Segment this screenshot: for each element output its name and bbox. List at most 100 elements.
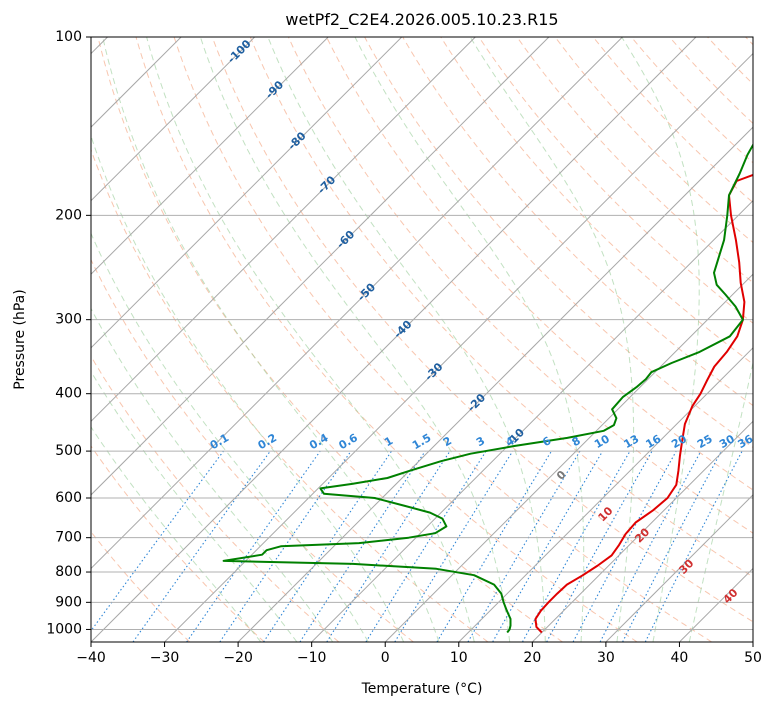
dry-adiabat [173,37,713,642]
mixing-ratio-line [436,450,552,642]
dry-adiabat [91,355,340,642]
isotherm [384,273,753,642]
isotherm [91,37,256,202]
x-tick-label: 0 [381,650,390,666]
dry-adiabat [707,37,753,85]
mixing-ratio-line [522,450,631,642]
chart-title: wetPf2_C2E4.2026.005.10.23.R15 [285,10,558,30]
dry-adiabat [135,37,638,642]
plot-frame [90,36,754,643]
moist-adiabat [102,37,440,642]
mixing-ratio-line [132,450,271,642]
mixing-ratio-label: 25 [695,432,715,451]
mixing-ratio-label: 1.5 [410,431,433,452]
guide-labels: -100-90-80-70-60-50-40-30-20-100.1 0.2 0.4… [208,37,756,606]
isotherm [531,420,753,642]
x-tick-label: −30 [150,650,180,666]
mixing-ratio-line [394,450,514,642]
theta-e-label: 20 [632,525,652,545]
y-tick-label: 800 [55,564,82,580]
x-tick-label: −40 [76,650,106,666]
dry-adiabat [91,445,265,642]
y-tick-label: 300 [55,312,82,328]
x-tick-label: 40 [671,650,689,666]
isotherm [752,641,753,642]
x-tick-label: −10 [297,650,327,666]
isotherm [91,37,403,349]
mixing-ratio-label: 0.1 [208,431,231,452]
dewpoint-profile-line [222,142,753,634]
y-tick-label: 1000 [46,621,82,637]
isotherm [164,52,753,642]
moist-adiabat [91,232,369,642]
y-tick-label: 100 [55,29,82,45]
moist-adiabat [354,37,585,642]
y-axis-label: Pressure (hPa) [12,289,28,389]
mixing-ratio-line [599,450,702,642]
mixing-ratio-label: 36 [736,432,756,451]
moist-adiabat [621,37,700,642]
y-tick-label: 400 [55,386,82,402]
x-tick-label: 30 [597,650,615,666]
mixing-ratio-label: 16 [644,432,664,451]
dry-adiabat [97,37,563,642]
isotherm [91,37,697,642]
mixing-ratio-label: 30 [717,432,737,451]
dry-adiabat [287,37,753,534]
isotherm [679,567,753,642]
mixing-ratio-line [546,450,653,642]
x-tick-label: 10 [450,650,468,666]
isotherm [311,199,753,642]
dry-adiabat [91,148,489,642]
moist-adiabat [469,37,635,642]
dry-adiabat [592,37,753,204]
zero-label: 0 [554,468,569,483]
y-tick-label: 900 [55,594,82,610]
mixing-ratio-line [219,450,352,642]
mixing-ratio-line [186,450,321,642]
y-axis-ticks: 100 200 300 400 500 600 700 800 900 1000 [46,29,91,637]
mixing-ratio-label: 10 [592,432,612,451]
mixing-ratio-label: 20 [669,432,689,451]
moist-adiabat [688,360,753,642]
moist-adiabat [91,134,405,642]
mixing-ratio-line [644,450,743,642]
mixing-ratio-label: 1 [382,434,395,449]
mixing-ratio-line [365,450,487,642]
mixing-ratio-label: 0.4 [307,431,331,452]
y-tick-label: 500 [55,443,82,459]
x-tick-label: 20 [523,650,541,666]
mixing-ratio-line [91,450,224,632]
dry-adiabat [326,37,753,491]
moist-adiabat [91,426,262,642]
mixing-ratio-label: 6 [540,434,553,449]
isotherm [91,37,623,570]
isotherm [458,347,753,642]
temperature-profile-line [534,173,753,634]
mixing-ratio-line [263,450,392,642]
isotherm [91,37,476,423]
x-tick-label: −20 [223,650,253,666]
mixing-ratio-label: 0.6 [337,431,361,452]
moist-adiabat [91,370,298,642]
mixing-ratio-label: 13 [622,432,642,451]
mixing-ratio-label: 3 [474,434,487,449]
isotherm [91,37,550,496]
y-tick-label: 700 [55,530,82,546]
profile-lines [222,142,753,634]
mixing-ratio-line [299,450,426,642]
y-tick-label: 600 [55,490,82,506]
x-axis-ticks: −40 −30 −20 −10 0 10 20 30 40 50 [76,642,762,666]
dry-adiabat [249,37,753,578]
dry-adiabat [554,37,753,244]
moist-adiabat [267,37,546,642]
mixing-ratio-label: 0.2 [256,431,279,452]
mixing-ratio-line [572,450,677,642]
dry-adiabat [91,531,191,642]
dry-adiabat [211,37,753,623]
pressure-gridlines [91,37,753,630]
isotherm [605,494,753,642]
x-axis-label: Temperature (°C) [361,681,483,697]
y-tick-label: 200 [55,207,82,223]
